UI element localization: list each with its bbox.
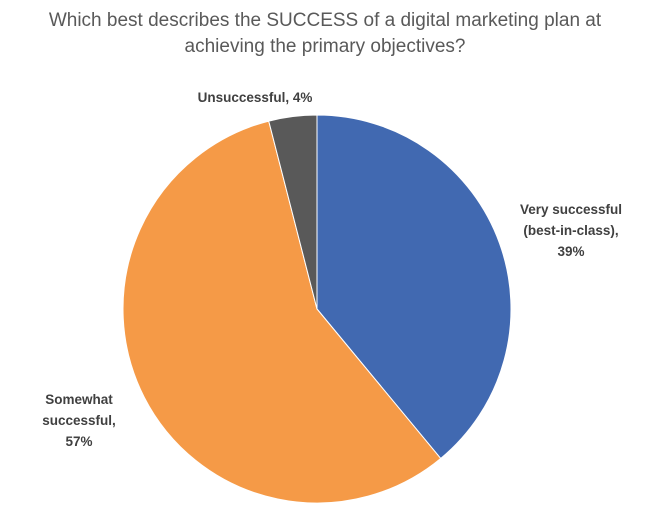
pie-slice-somewhat-successful: [122, 120, 442, 504]
slice-label-line: Somewhat: [45, 392, 113, 407]
slice-label-line: successful,: [42, 413, 116, 428]
slice-label-line: Very successful: [520, 202, 622, 217]
slice-label-line: 39%: [557, 244, 584, 259]
slice-label-line: (best-in-class),: [523, 223, 618, 238]
pie-slice-very-successful: [316, 114, 512, 460]
chart-title-line-1: Which best describes the SUCCESS of a di…: [48, 10, 602, 31]
slice-label-very-successful: Very successful (best-in-class), 39%: [520, 202, 622, 259]
chart-title-line-2: achieving the primary objectives?: [184, 36, 466, 57]
chart-title: Which best describes the SUCCESS of a di…: [0, 8, 650, 60]
slice-label-somewhat-successful: Somewhat successful, 57%: [42, 392, 116, 449]
pie-slice-unsuccessful: [268, 114, 318, 310]
slice-label-unsuccessful: Unsuccessful, 4%: [198, 90, 313, 105]
slice-label-line: Unsuccessful, 4%: [198, 90, 313, 105]
slice-label-line: 57%: [65, 434, 92, 449]
